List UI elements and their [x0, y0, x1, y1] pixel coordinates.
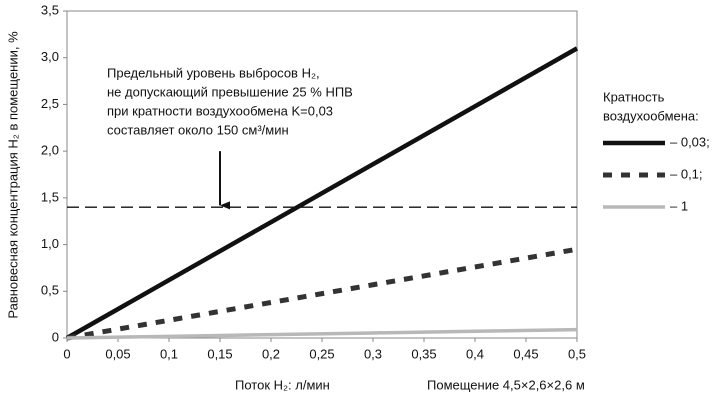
x-tick-label: 0,25: [309, 346, 334, 361]
x-tick-label: 0,05: [105, 346, 130, 361]
x-tick-label: 0: [63, 346, 70, 361]
plot-frame: [66, 10, 578, 339]
x-note: Помещение 4,5×2,6×2,6 м: [427, 377, 585, 392]
x-tick-label: 0,4: [466, 346, 484, 361]
x-tick-label: 0,1: [160, 346, 178, 361]
y-tick-label: 2,5: [41, 96, 59, 111]
series-line: [66, 246, 578, 341]
annotation-text: Предельный уровень выбросов H₂,: [107, 65, 320, 80]
x-axis-label: Поток H₂: л/мин: [235, 377, 330, 392]
annotation-text: составляет около 150 см³/мин: [107, 122, 289, 137]
series-line: [66, 327, 578, 340]
legend-title: воздухообмена:: [603, 108, 699, 123]
y-tick-label: 3,5: [41, 2, 59, 17]
legend-title: Кратность: [603, 89, 665, 104]
annotation-text: при кратности воздухообмена K=0,03: [107, 103, 333, 118]
series-line: [65, 46, 579, 340]
legend-label: – 1: [670, 198, 688, 213]
x-tick-label: 0,2: [262, 346, 280, 361]
y-tick-label: 0,5: [41, 283, 59, 298]
x-tick-label: 0,15: [207, 346, 232, 361]
x-tick-label: 0,35: [411, 346, 436, 361]
legend-label: – 0,03;: [670, 134, 710, 149]
y-tick-label: 1,5: [41, 189, 59, 204]
y-tick-label: 2,0: [41, 143, 59, 158]
y-tick-label: 3,0: [41, 49, 59, 64]
x-tick-label: 0,45: [513, 346, 538, 361]
y-tick-label: 1,0: [41, 236, 59, 251]
legend-label: – 0,1;: [670, 166, 703, 181]
y-axis-label: Равновесная концентрация H₂ в помещении,…: [5, 31, 20, 319]
annotation-text: не допускающий превышение 25 % НПВ: [107, 84, 353, 99]
y-tick-label: 0: [52, 329, 59, 344]
x-tick-label: 0,3: [364, 346, 382, 361]
x-tick-label: 0,5: [568, 346, 586, 361]
